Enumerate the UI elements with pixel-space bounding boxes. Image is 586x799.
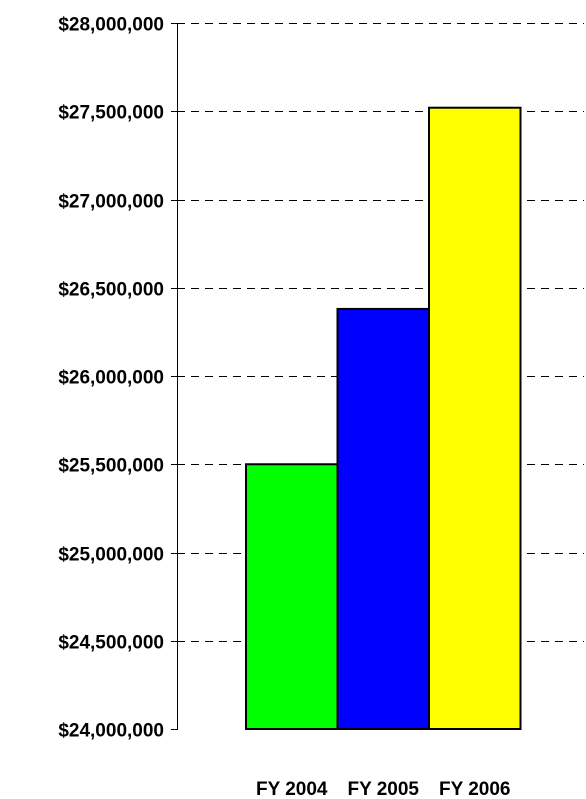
y-tick-label: $28,000,000 (58, 15, 164, 36)
y-tick-labels: $24,000,000 $24,500,000 $25,000,000 $25,500… (58, 15, 164, 742)
x-category-label: FY 2005 (348, 779, 420, 799)
y-tick-label: $26,000,000 (58, 368, 164, 389)
x-category-label: FY 2006 (439, 779, 510, 799)
x-category-labels: FY 2004 FY 2005 FY 2006 (256, 779, 510, 799)
y-tick-label: $27,000,000 (58, 192, 164, 213)
bar-fy-2004 (245, 463, 339, 730)
bar-fy-2005 (336, 307, 430, 730)
y-tick-label: $27,500,000 (58, 103, 164, 124)
y-tick-label: $26,500,000 (58, 280, 164, 301)
bar-fy-2006 (428, 106, 522, 731)
y-tick-label: $25,500,000 (58, 456, 164, 477)
x-category-label: FY 2004 (256, 779, 328, 799)
y-axis (171, 23, 178, 730)
bars (245, 106, 522, 731)
y-tick-label: $24,000,000 (58, 721, 164, 742)
y-tick-label: $24,500,000 (58, 633, 164, 654)
y-tick-label: $25,000,000 (58, 545, 164, 566)
